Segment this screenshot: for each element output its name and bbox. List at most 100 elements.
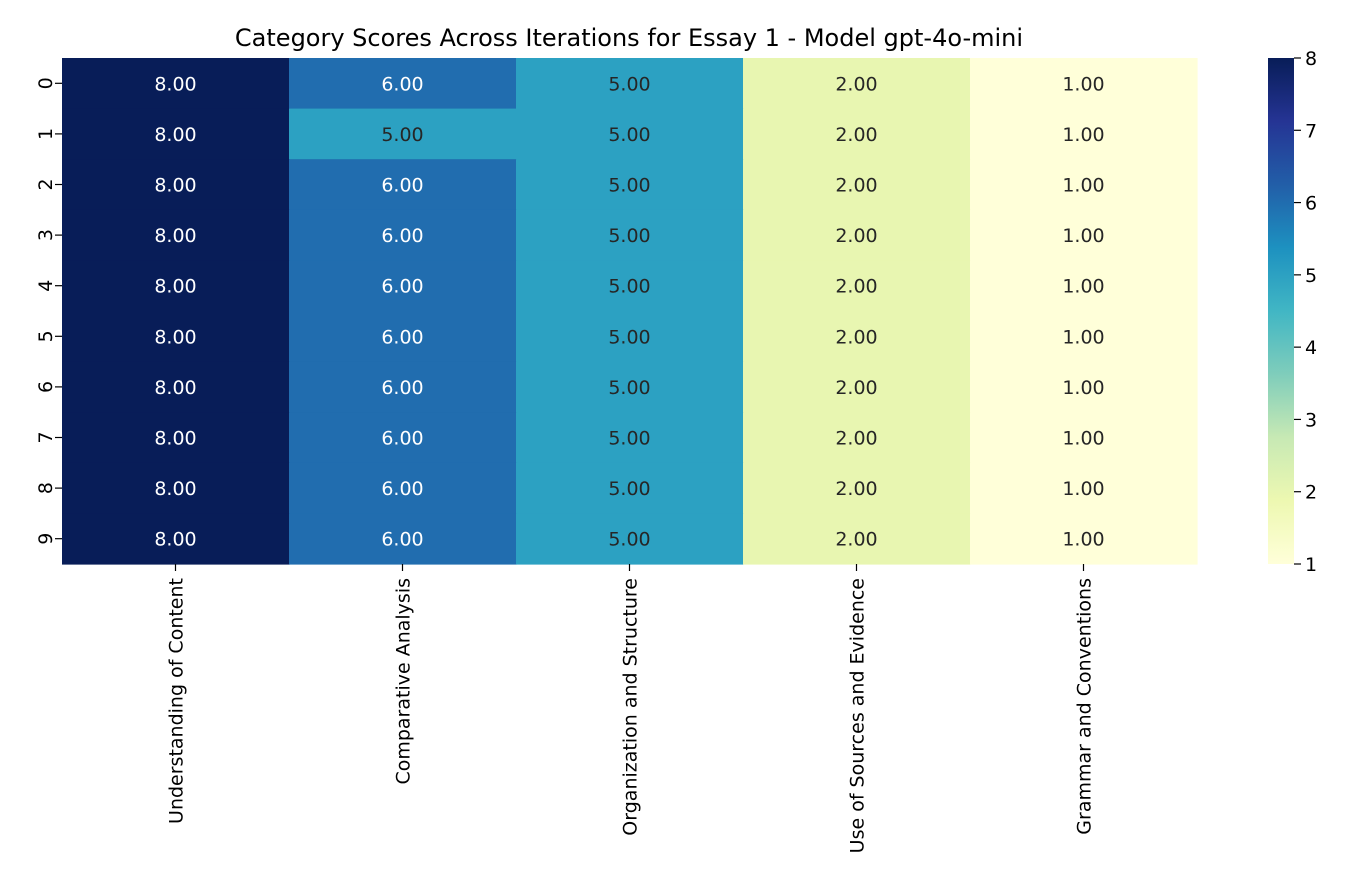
cell-value-label: 8.00 <box>154 73 196 95</box>
row-tick-label: 2 <box>35 178 57 190</box>
heatmap-cell <box>289 462 517 514</box>
heatmap-cell <box>62 311 290 363</box>
heatmap-cell <box>289 311 517 363</box>
heatmap-cell <box>970 108 1198 160</box>
cell-value-label: 1.00 <box>1062 428 1104 450</box>
row-tick-label: 6 <box>35 381 57 393</box>
cell-value-label: 5.00 <box>608 478 650 500</box>
row-tick-label: 3 <box>35 229 57 241</box>
cell-value-label: 8.00 <box>154 478 196 500</box>
heatmap-cell <box>970 58 1198 110</box>
heatmap-cell <box>62 209 290 261</box>
cell-value-label: 2.00 <box>835 478 877 500</box>
cell-value-label: 2.00 <box>835 73 877 95</box>
cell-value-label: 5.00 <box>608 529 650 551</box>
column-tick-label: Grammar and Conventions <box>1074 578 1096 835</box>
heatmap-cell <box>743 311 971 363</box>
heatmap-cell <box>289 513 517 565</box>
cell-value-label: 2.00 <box>835 124 877 146</box>
cell-value-label: 5.00 <box>608 73 650 95</box>
heatmap-cell <box>289 58 517 110</box>
heatmap-cell <box>970 462 1198 514</box>
heatmap-cell <box>516 108 744 160</box>
cell-value-label: 5.00 <box>608 428 650 450</box>
cell-value-label: 6.00 <box>381 175 423 197</box>
column-tick-label: Understanding of Content <box>166 578 188 824</box>
column-tick-label: Use of Sources and Evidence <box>847 578 869 853</box>
cell-value-label: 5.00 <box>608 225 650 247</box>
heatmap-cell <box>516 209 744 261</box>
row-tick-label: 9 <box>35 533 57 545</box>
heatmap-cell <box>516 260 744 312</box>
cell-value-label: 6.00 <box>381 276 423 298</box>
heatmap-cell <box>516 58 744 110</box>
cell-value-label: 1.00 <box>1062 377 1104 399</box>
cell-value-label: 2.00 <box>835 225 877 247</box>
cell-value-label: 6.00 <box>381 377 423 399</box>
cell-value-label: 1.00 <box>1062 175 1104 197</box>
cell-value-label: 5.00 <box>608 377 650 399</box>
heatmap-cell <box>516 412 744 464</box>
cell-value-label: 2.00 <box>835 428 877 450</box>
heatmap-cell <box>743 513 971 565</box>
cell-value-label: 5.00 <box>608 175 650 197</box>
cell-value-label: 1.00 <box>1062 124 1104 146</box>
row-tick-label: 8 <box>35 482 57 494</box>
heatmap-cell <box>970 513 1198 565</box>
heatmap-cells: 8.00 6.00 5.00 2.00 1.00 8.00 5.00 5.00 2.00 1.00… <box>62 58 1198 565</box>
cell-value-label: 6.00 <box>381 478 423 500</box>
cell-value-label: 2.00 <box>835 377 877 399</box>
heatmap-cell <box>62 513 290 565</box>
cell-value-label: 1.00 <box>1062 326 1104 348</box>
heatmap-cell <box>743 209 971 261</box>
cell-value-label: 1.00 <box>1062 529 1104 551</box>
cell-value-label: 1.00 <box>1062 478 1104 500</box>
cell-value-label: 1.00 <box>1062 73 1104 95</box>
colorbar: 1 2 3 4 5 6 7 8 <box>1268 48 1317 576</box>
cell-value-label: 6.00 <box>381 428 423 450</box>
heatmap-cell <box>289 209 517 261</box>
colorbar-tick-label: 1 <box>1305 554 1317 576</box>
colorbar-tick-label: 8 <box>1305 48 1317 70</box>
cell-value-label: 8.00 <box>154 175 196 197</box>
cell-value-label: 8.00 <box>154 529 196 551</box>
cell-value-label: 2.00 <box>835 276 877 298</box>
heatmap-cell <box>516 311 744 363</box>
cell-value-label: 5.00 <box>381 124 423 146</box>
cell-value-label: 2.00 <box>835 326 877 348</box>
heatmap-cell <box>62 58 290 110</box>
column-tick-label: Comparative Analysis <box>393 578 415 785</box>
heatmap-cell <box>970 260 1198 312</box>
cell-value-label: 2.00 <box>835 175 877 197</box>
colorbar-gradient <box>1268 58 1294 564</box>
cell-value-label: 8.00 <box>154 428 196 450</box>
cell-value-label: 6.00 <box>381 529 423 551</box>
cell-value-label: 8.00 <box>154 124 196 146</box>
heatmap-cell <box>970 361 1198 413</box>
heatmap-cell <box>516 361 744 413</box>
heatmap-cell <box>289 159 517 211</box>
colorbar-tick-label: 3 <box>1305 409 1317 431</box>
cell-value-label: 8.00 <box>154 276 196 298</box>
cell-value-label: 8.00 <box>154 377 196 399</box>
row-tick-labels: 0 1 2 3 4 5 6 7 8 9 <box>35 77 62 545</box>
heatmap-cell <box>516 513 744 565</box>
chart-title: Category Scores Across Iterations for Es… <box>235 24 1023 52</box>
cell-value-label: 6.00 <box>381 326 423 348</box>
colorbar-tick-label: 2 <box>1305 482 1317 504</box>
heatmap-cell <box>516 462 744 514</box>
heatmap-cell <box>289 412 517 464</box>
cell-value-label: 1.00 <box>1062 225 1104 247</box>
heatmap-cell <box>743 58 971 110</box>
heatmap-cell <box>289 260 517 312</box>
cell-value-label: 5.00 <box>608 276 650 298</box>
cell-value-label: 1.00 <box>1062 276 1104 298</box>
row-tick-label: 4 <box>35 280 57 292</box>
heatmap-cell <box>62 361 290 413</box>
colorbar-tick-label: 7 <box>1305 120 1317 142</box>
heatmap-cell <box>62 462 290 514</box>
row-tick-label: 0 <box>35 77 57 89</box>
row-tick-label: 5 <box>35 330 57 342</box>
heatmap-cell <box>289 108 517 160</box>
heatmap-cell <box>743 412 971 464</box>
